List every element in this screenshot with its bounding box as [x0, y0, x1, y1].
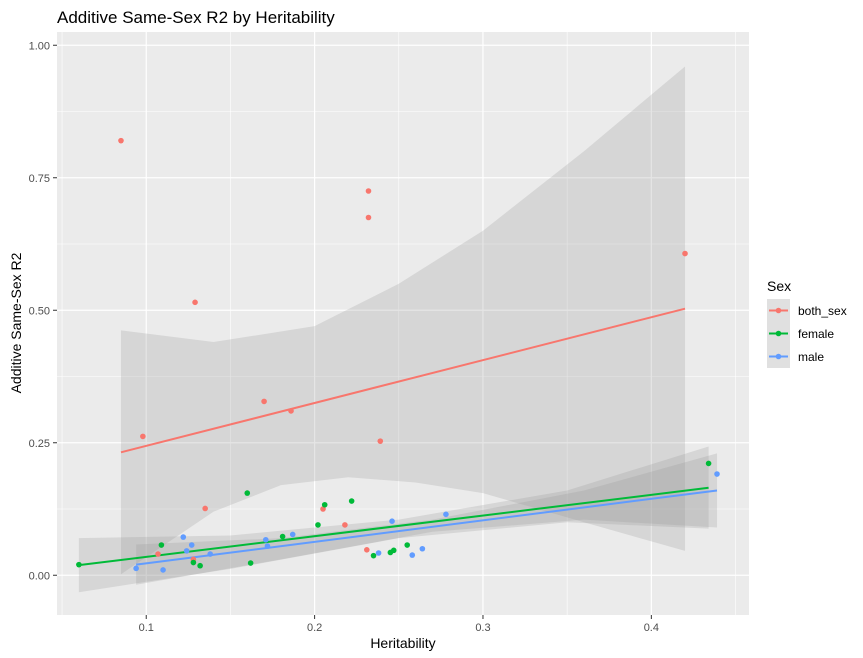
- x-tick-label: 0.3: [475, 622, 490, 634]
- point-male: [264, 543, 271, 549]
- point-male: [183, 548, 190, 554]
- y-axis-title: Additive Same-Sex R2: [8, 252, 24, 393]
- x-tick-label: 0.2: [307, 622, 322, 634]
- point-both_sex: [202, 505, 208, 512]
- point-male: [714, 471, 720, 477]
- legend-point: [775, 307, 782, 314]
- point-both_sex: [320, 506, 326, 512]
- fit-line-both_sex: [120, 307, 686, 454]
- data-points: [76, 137, 720, 573]
- point-both_sex: [364, 547, 370, 553]
- y-tick-label: 0.75: [29, 173, 50, 185]
- gridlines: [57, 32, 749, 615]
- point-both_sex: [261, 398, 267, 405]
- point-female: [348, 498, 355, 504]
- point-female: [190, 559, 197, 566]
- fit-line-male: [136, 489, 718, 566]
- point-both_sex: [365, 214, 372, 221]
- point-female: [158, 542, 165, 548]
- point-female: [404, 542, 411, 548]
- legend-label-male: male: [798, 350, 824, 364]
- y-tick-label: 1.00: [29, 40, 50, 52]
- point-both_sex: [288, 408, 294, 414]
- point-both_sex: [140, 433, 146, 440]
- point-female: [244, 490, 251, 496]
- point-male: [180, 534, 187, 540]
- point-female: [321, 501, 328, 508]
- y-tick-label: 0.00: [29, 570, 50, 582]
- point-female: [705, 460, 712, 467]
- legend-label-female: female: [798, 327, 834, 341]
- point-male: [375, 550, 382, 556]
- point-male: [289, 531, 296, 538]
- point-both_sex: [192, 299, 198, 306]
- point-female: [197, 562, 203, 569]
- legend-point: [775, 353, 782, 360]
- x-tick-label: 0.1: [139, 622, 154, 634]
- confidence-band-both_sex: [120, 66, 686, 575]
- point-female: [370, 552, 377, 559]
- chart-title: Additive Same-Sex R2 by Heritability: [57, 8, 335, 27]
- x-tick-label: 0.4: [644, 622, 659, 634]
- point-male: [262, 536, 269, 543]
- point-male: [207, 551, 214, 557]
- confidence-band-male: [136, 453, 718, 585]
- point-male: [443, 511, 449, 518]
- y-tick-label: 0.50: [29, 305, 50, 317]
- y-tick-label: 0.25: [29, 438, 50, 450]
- point-female: [279, 533, 286, 540]
- legend-title: Sex: [767, 278, 791, 294]
- confidence-bands: [78, 66, 718, 593]
- point-both_sex: [155, 551, 161, 557]
- point-female: [247, 560, 254, 566]
- point-male: [409, 552, 416, 558]
- x-axis-title: Heritability: [370, 635, 435, 651]
- point-both_sex: [377, 438, 384, 444]
- point-female: [390, 547, 397, 554]
- legend-point: [775, 330, 782, 337]
- point-female: [315, 522, 321, 528]
- point-male: [160, 567, 166, 573]
- fit-line-female: [78, 486, 709, 567]
- point-both_sex: [118, 137, 124, 144]
- point-both_sex: [342, 522, 348, 528]
- point-male: [133, 565, 139, 572]
- point-male: [419, 545, 426, 552]
- plot-panel: [57, 32, 749, 615]
- confidence-band-female: [78, 446, 709, 593]
- point-female: [76, 561, 82, 568]
- point-both_sex: [365, 188, 372, 194]
- fit-lines: [78, 307, 718, 567]
- axes: 0.1 0.2 0.3 0.4 0.00 0.25 0.50 0.75 1.00: [29, 40, 659, 634]
- point-male: [389, 518, 395, 524]
- point-male: [188, 542, 195, 548]
- point-both_sex: [682, 250, 688, 257]
- legend-label-both_sex: both_sex: [798, 304, 847, 318]
